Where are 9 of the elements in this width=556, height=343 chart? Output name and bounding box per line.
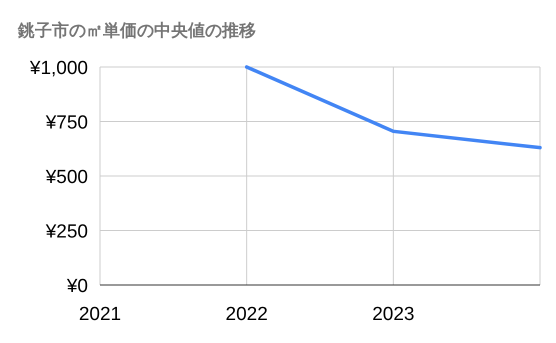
y-tick-label: ¥0 (66, 276, 88, 297)
x-tick-label: 2023 (372, 304, 414, 325)
x-tick-label: 2021 (78, 304, 122, 325)
y-tick-label: ¥750 (44, 112, 88, 134)
y-tick-label: ¥1,000 (28, 58, 88, 79)
y-tick-label: ¥500 (44, 167, 88, 188)
x-tick-label: 2022 (226, 304, 268, 325)
chart-title: 銚子市の㎡単価の中央値の推移 (17, 21, 256, 40)
y-tick-label: ¥250 (44, 222, 88, 242)
